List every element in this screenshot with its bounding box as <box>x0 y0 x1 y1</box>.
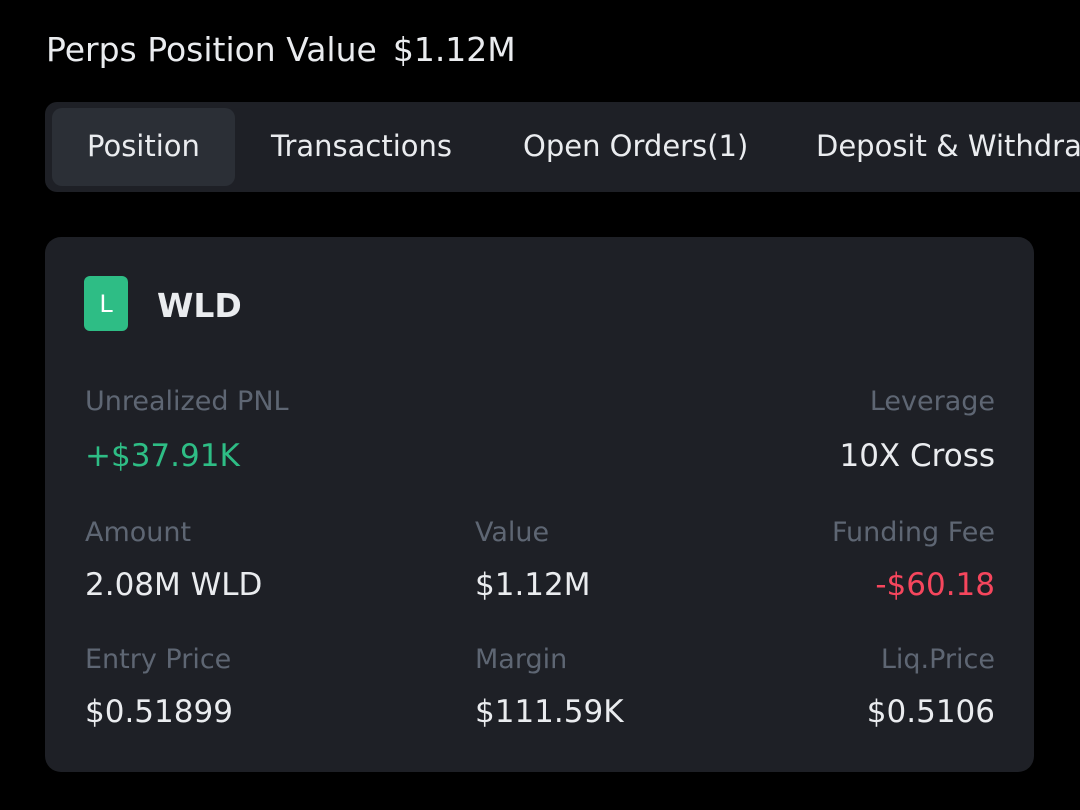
header: Perps Position Value $1.12M <box>46 33 516 66</box>
field-label: Value <box>475 517 550 548</box>
field-value: $0.5106 <box>866 694 995 730</box>
tab[interactable]: Deposit & Withdraw <box>816 129 1080 163</box>
field-label: Margin <box>475 644 568 675</box>
header-title: Perps Position Value <box>46 30 377 69</box>
tab-bar: Position Transactions Open Orders(1) Dep… <box>45 102 1080 192</box>
tab[interactable]: Open Orders(1) <box>523 129 749 163</box>
symbol: WLD <box>157 286 242 325</box>
field-label: Funding Fee <box>831 517 995 548</box>
header-value: $1.12M <box>392 30 516 69</box>
tab[interactable]: Position <box>87 129 200 163</box>
field-label: Leverage <box>869 386 995 417</box>
field-label: Unrealized PNL <box>85 386 289 417</box>
field-label: Entry Price <box>85 644 232 675</box>
tab[interactable]: Transactions <box>271 129 453 163</box>
field-label: Amount <box>85 517 192 548</box>
side-badge: L <box>84 276 128 331</box>
field-value: $111.59K <box>475 694 624 730</box>
field-value: $0.51899 <box>85 694 233 730</box>
position-card[interactable]: L WLD Unrealized PNL +$37.91K Leverage 1… <box>45 237 1034 772</box>
field-value: -$60.18 <box>875 567 995 603</box>
field-value: 10X Cross <box>839 438 995 474</box>
field-value: $1.12M <box>475 567 591 603</box>
field-value: +$37.91K <box>85 438 240 474</box>
field-label: Liq.Price <box>880 644 995 675</box>
active-tab-background <box>52 108 235 186</box>
field-value: 2.08M WLD <box>85 567 263 603</box>
